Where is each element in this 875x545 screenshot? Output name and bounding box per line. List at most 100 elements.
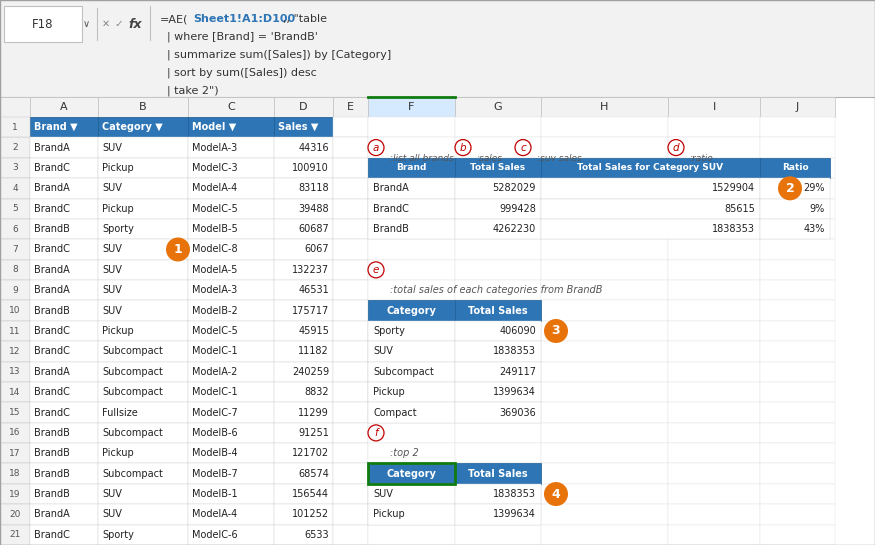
Text: BrandB: BrandB xyxy=(34,224,70,234)
Text: ModelB-2: ModelB-2 xyxy=(192,306,238,316)
FancyBboxPatch shape xyxy=(98,239,188,259)
FancyBboxPatch shape xyxy=(368,361,455,382)
Text: Model ▼: Model ▼ xyxy=(192,122,236,132)
FancyBboxPatch shape xyxy=(30,361,98,382)
FancyBboxPatch shape xyxy=(668,219,760,239)
FancyBboxPatch shape xyxy=(455,219,541,239)
FancyBboxPatch shape xyxy=(455,239,541,259)
Text: ModelC-8: ModelC-8 xyxy=(192,245,238,255)
Text: ModelC-6: ModelC-6 xyxy=(192,530,238,540)
Text: b: b xyxy=(459,143,466,153)
FancyBboxPatch shape xyxy=(541,198,668,219)
FancyBboxPatch shape xyxy=(668,321,760,341)
Text: Sheet1!A1:D100: Sheet1!A1:D100 xyxy=(193,14,295,24)
FancyBboxPatch shape xyxy=(30,382,98,402)
Text: 6: 6 xyxy=(12,225,18,234)
FancyBboxPatch shape xyxy=(368,178,455,198)
FancyBboxPatch shape xyxy=(368,361,455,382)
Text: 21: 21 xyxy=(10,530,21,540)
FancyBboxPatch shape xyxy=(30,443,98,463)
FancyBboxPatch shape xyxy=(30,300,98,321)
FancyBboxPatch shape xyxy=(0,280,30,300)
FancyBboxPatch shape xyxy=(368,280,455,300)
FancyBboxPatch shape xyxy=(455,300,541,321)
FancyBboxPatch shape xyxy=(541,198,760,219)
FancyBboxPatch shape xyxy=(760,219,835,239)
Text: Pickup: Pickup xyxy=(102,326,134,336)
Text: BrandA: BrandA xyxy=(373,183,409,193)
FancyBboxPatch shape xyxy=(274,158,333,178)
FancyBboxPatch shape xyxy=(760,137,835,158)
FancyBboxPatch shape xyxy=(668,463,760,484)
FancyBboxPatch shape xyxy=(541,178,668,198)
FancyBboxPatch shape xyxy=(760,178,835,198)
FancyBboxPatch shape xyxy=(274,463,333,484)
FancyBboxPatch shape xyxy=(541,137,668,158)
FancyBboxPatch shape xyxy=(98,443,188,463)
FancyBboxPatch shape xyxy=(188,504,274,525)
FancyBboxPatch shape xyxy=(98,158,188,178)
Text: BrandC: BrandC xyxy=(34,204,70,214)
FancyBboxPatch shape xyxy=(274,423,333,443)
Text: 20: 20 xyxy=(10,510,21,519)
FancyBboxPatch shape xyxy=(455,321,541,341)
FancyBboxPatch shape xyxy=(368,402,455,423)
FancyBboxPatch shape xyxy=(0,504,30,525)
Circle shape xyxy=(544,319,568,343)
FancyBboxPatch shape xyxy=(368,219,455,239)
Text: BrandC: BrandC xyxy=(34,347,70,356)
Text: ✓: ✓ xyxy=(115,19,123,29)
FancyBboxPatch shape xyxy=(0,321,30,341)
FancyBboxPatch shape xyxy=(333,300,368,321)
Text: BrandA: BrandA xyxy=(34,285,70,295)
Text: Total Sales: Total Sales xyxy=(468,469,528,479)
FancyBboxPatch shape xyxy=(668,198,760,219)
FancyBboxPatch shape xyxy=(455,361,541,382)
FancyBboxPatch shape xyxy=(541,97,668,117)
Text: Brand: Brand xyxy=(396,164,427,172)
FancyBboxPatch shape xyxy=(368,463,455,484)
Text: ModelA-5: ModelA-5 xyxy=(192,265,237,275)
FancyBboxPatch shape xyxy=(333,463,368,484)
Text: 406090: 406090 xyxy=(500,326,536,336)
Text: 1838353: 1838353 xyxy=(493,347,536,356)
Text: f: f xyxy=(374,428,378,438)
FancyBboxPatch shape xyxy=(30,321,98,341)
FancyBboxPatch shape xyxy=(368,219,455,239)
FancyBboxPatch shape xyxy=(760,97,835,117)
FancyBboxPatch shape xyxy=(760,198,835,219)
Text: 1399634: 1399634 xyxy=(493,387,536,397)
FancyBboxPatch shape xyxy=(30,158,98,178)
FancyBboxPatch shape xyxy=(188,239,274,259)
Text: ModelB-6: ModelB-6 xyxy=(192,428,238,438)
Text: 44316: 44316 xyxy=(298,143,329,153)
FancyBboxPatch shape xyxy=(0,239,30,259)
FancyBboxPatch shape xyxy=(455,402,541,423)
FancyBboxPatch shape xyxy=(188,117,274,137)
Text: 1: 1 xyxy=(12,123,18,132)
Text: Pickup: Pickup xyxy=(373,387,405,397)
Text: E: E xyxy=(347,102,354,112)
FancyBboxPatch shape xyxy=(668,117,760,137)
FancyBboxPatch shape xyxy=(30,423,98,443)
Text: 45915: 45915 xyxy=(298,326,329,336)
FancyBboxPatch shape xyxy=(188,259,274,280)
Text: 60687: 60687 xyxy=(298,224,329,234)
FancyBboxPatch shape xyxy=(368,382,455,402)
Text: SUV: SUV xyxy=(102,306,122,316)
Text: SUV: SUV xyxy=(102,265,122,275)
Text: Subcompact: Subcompact xyxy=(102,428,163,438)
Text: BrandB: BrandB xyxy=(34,489,70,499)
FancyBboxPatch shape xyxy=(760,525,835,545)
Circle shape xyxy=(544,482,568,506)
FancyBboxPatch shape xyxy=(0,443,30,463)
Text: Pickup: Pickup xyxy=(102,163,134,173)
Text: BrandC: BrandC xyxy=(34,245,70,255)
Text: SUV: SUV xyxy=(102,510,122,519)
FancyBboxPatch shape xyxy=(333,402,368,423)
FancyBboxPatch shape xyxy=(0,117,30,137)
Text: 39488: 39488 xyxy=(298,204,329,214)
Text: 18: 18 xyxy=(10,469,21,478)
FancyBboxPatch shape xyxy=(30,117,98,137)
Text: :top 2: :top 2 xyxy=(390,449,419,458)
